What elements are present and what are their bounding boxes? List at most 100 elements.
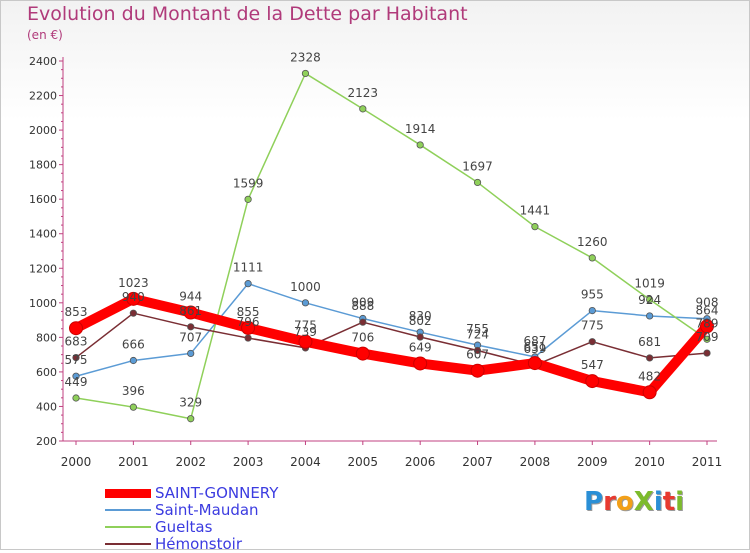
data-label: 830 <box>409 309 432 323</box>
x-tick-label: 2007 <box>462 455 493 469</box>
data-point <box>642 385 657 400</box>
data-point <box>585 374 600 389</box>
data-point <box>244 334 252 342</box>
logo-letter: o <box>615 487 634 517</box>
legend-swatch <box>105 509 151 511</box>
data-point <box>69 321 83 336</box>
series-line-h-monstoir <box>75 312 708 366</box>
series-line-saint-gonnery <box>71 293 712 398</box>
data-point <box>703 335 711 343</box>
data-point <box>244 280 252 288</box>
data-label: 482 <box>638 369 661 383</box>
data-point <box>129 309 137 317</box>
data-label: 944 <box>179 289 202 303</box>
legend-label: SAINT-GONNERY <box>155 484 279 502</box>
data-label: 707 <box>179 330 202 344</box>
logo-letter: P <box>584 487 604 517</box>
data-label: 706 <box>351 331 374 345</box>
data-label: 1111 <box>233 261 264 275</box>
y-tick-label: 1600 <box>29 193 57 206</box>
data-point <box>298 334 313 349</box>
data-point <box>413 356 428 371</box>
data-point <box>72 353 80 362</box>
data-point <box>531 223 539 231</box>
series-line-gueltas <box>75 72 708 420</box>
x-tick-label: 2011 <box>692 455 723 469</box>
y-tick-label: 2400 <box>29 55 57 68</box>
data-point <box>187 415 195 423</box>
logo-letter: r <box>603 487 616 517</box>
chart-unit: (en €) <box>27 28 63 42</box>
x-tick-label: 2001 <box>118 455 149 469</box>
data-label: 666 <box>122 338 145 352</box>
y-tick-label: 200 <box>36 435 57 448</box>
data-label: 649 <box>409 340 432 354</box>
data-label: 575 <box>65 353 88 367</box>
data-point <box>416 141 424 149</box>
data-label: 2328 <box>290 50 321 64</box>
data-point <box>187 323 195 331</box>
data-label: 855 <box>237 305 260 319</box>
data-point <box>72 372 80 380</box>
data-point <box>187 349 195 358</box>
x-tick-label: 2006 <box>405 455 436 469</box>
data-label: 724 <box>466 327 489 341</box>
legend-label: Gueltas <box>155 518 213 536</box>
data-label: 1914 <box>405 122 436 136</box>
y-tick-label: 600 <box>36 366 57 379</box>
data-label: 2123 <box>348 86 379 100</box>
data-point <box>473 178 482 187</box>
proxiti-logo: ProXiti <box>584 487 684 517</box>
data-point <box>359 318 367 326</box>
y-tick-label: 1200 <box>29 262 57 275</box>
data-label: 861 <box>179 304 202 318</box>
data-label: 739 <box>294 325 317 339</box>
logo-letter: t <box>662 487 676 517</box>
y-tick-label: 400 <box>36 400 57 413</box>
data-point <box>416 333 424 341</box>
y-tick-label: 1800 <box>29 159 57 172</box>
data-label: 924 <box>638 293 661 307</box>
data-label: 1019 <box>634 277 665 291</box>
data-point <box>126 291 141 306</box>
data-point <box>703 349 711 357</box>
y-tick-label: 1000 <box>29 297 57 310</box>
data-label: 955 <box>581 288 604 302</box>
y-tick-label: 800 <box>36 331 57 344</box>
data-label: 1441 <box>520 204 551 218</box>
x-tick-label: 2004 <box>290 455 321 469</box>
data-label: 755 <box>466 322 489 336</box>
data-label: 1599 <box>233 176 264 190</box>
data-label: 908 <box>696 296 719 310</box>
data-label: 1000 <box>290 280 321 294</box>
data-label: 796 <box>237 315 260 329</box>
data-label: 651 <box>523 340 546 354</box>
logo-letter: i <box>675 487 685 517</box>
y-tick-label: 1400 <box>29 228 57 241</box>
data-point <box>72 394 80 402</box>
data-label: 864 <box>696 303 719 317</box>
data-point <box>183 305 198 320</box>
legend-label: Hémonstoir <box>155 535 243 553</box>
legend-label: Saint-Maudan <box>155 501 259 519</box>
data-label: 639 <box>523 342 546 356</box>
data-point <box>359 105 367 113</box>
data-label: 888 <box>351 299 374 313</box>
x-tick-label: 2008 <box>520 455 551 469</box>
legend-swatch <box>105 526 151 528</box>
logo-letter: i <box>653 487 663 517</box>
data-point <box>473 346 482 355</box>
data-label: 547 <box>581 358 604 372</box>
data-point <box>241 320 256 335</box>
data-label: 940 <box>122 290 145 304</box>
data-point <box>588 338 596 346</box>
data-label: 683 <box>65 335 88 349</box>
data-point <box>301 69 310 78</box>
data-label: 687 <box>523 334 546 348</box>
data-point <box>129 356 137 365</box>
series-line-saint-maudan <box>75 282 708 377</box>
data-point <box>244 195 252 203</box>
data-point <box>588 306 596 315</box>
data-point <box>588 254 596 262</box>
